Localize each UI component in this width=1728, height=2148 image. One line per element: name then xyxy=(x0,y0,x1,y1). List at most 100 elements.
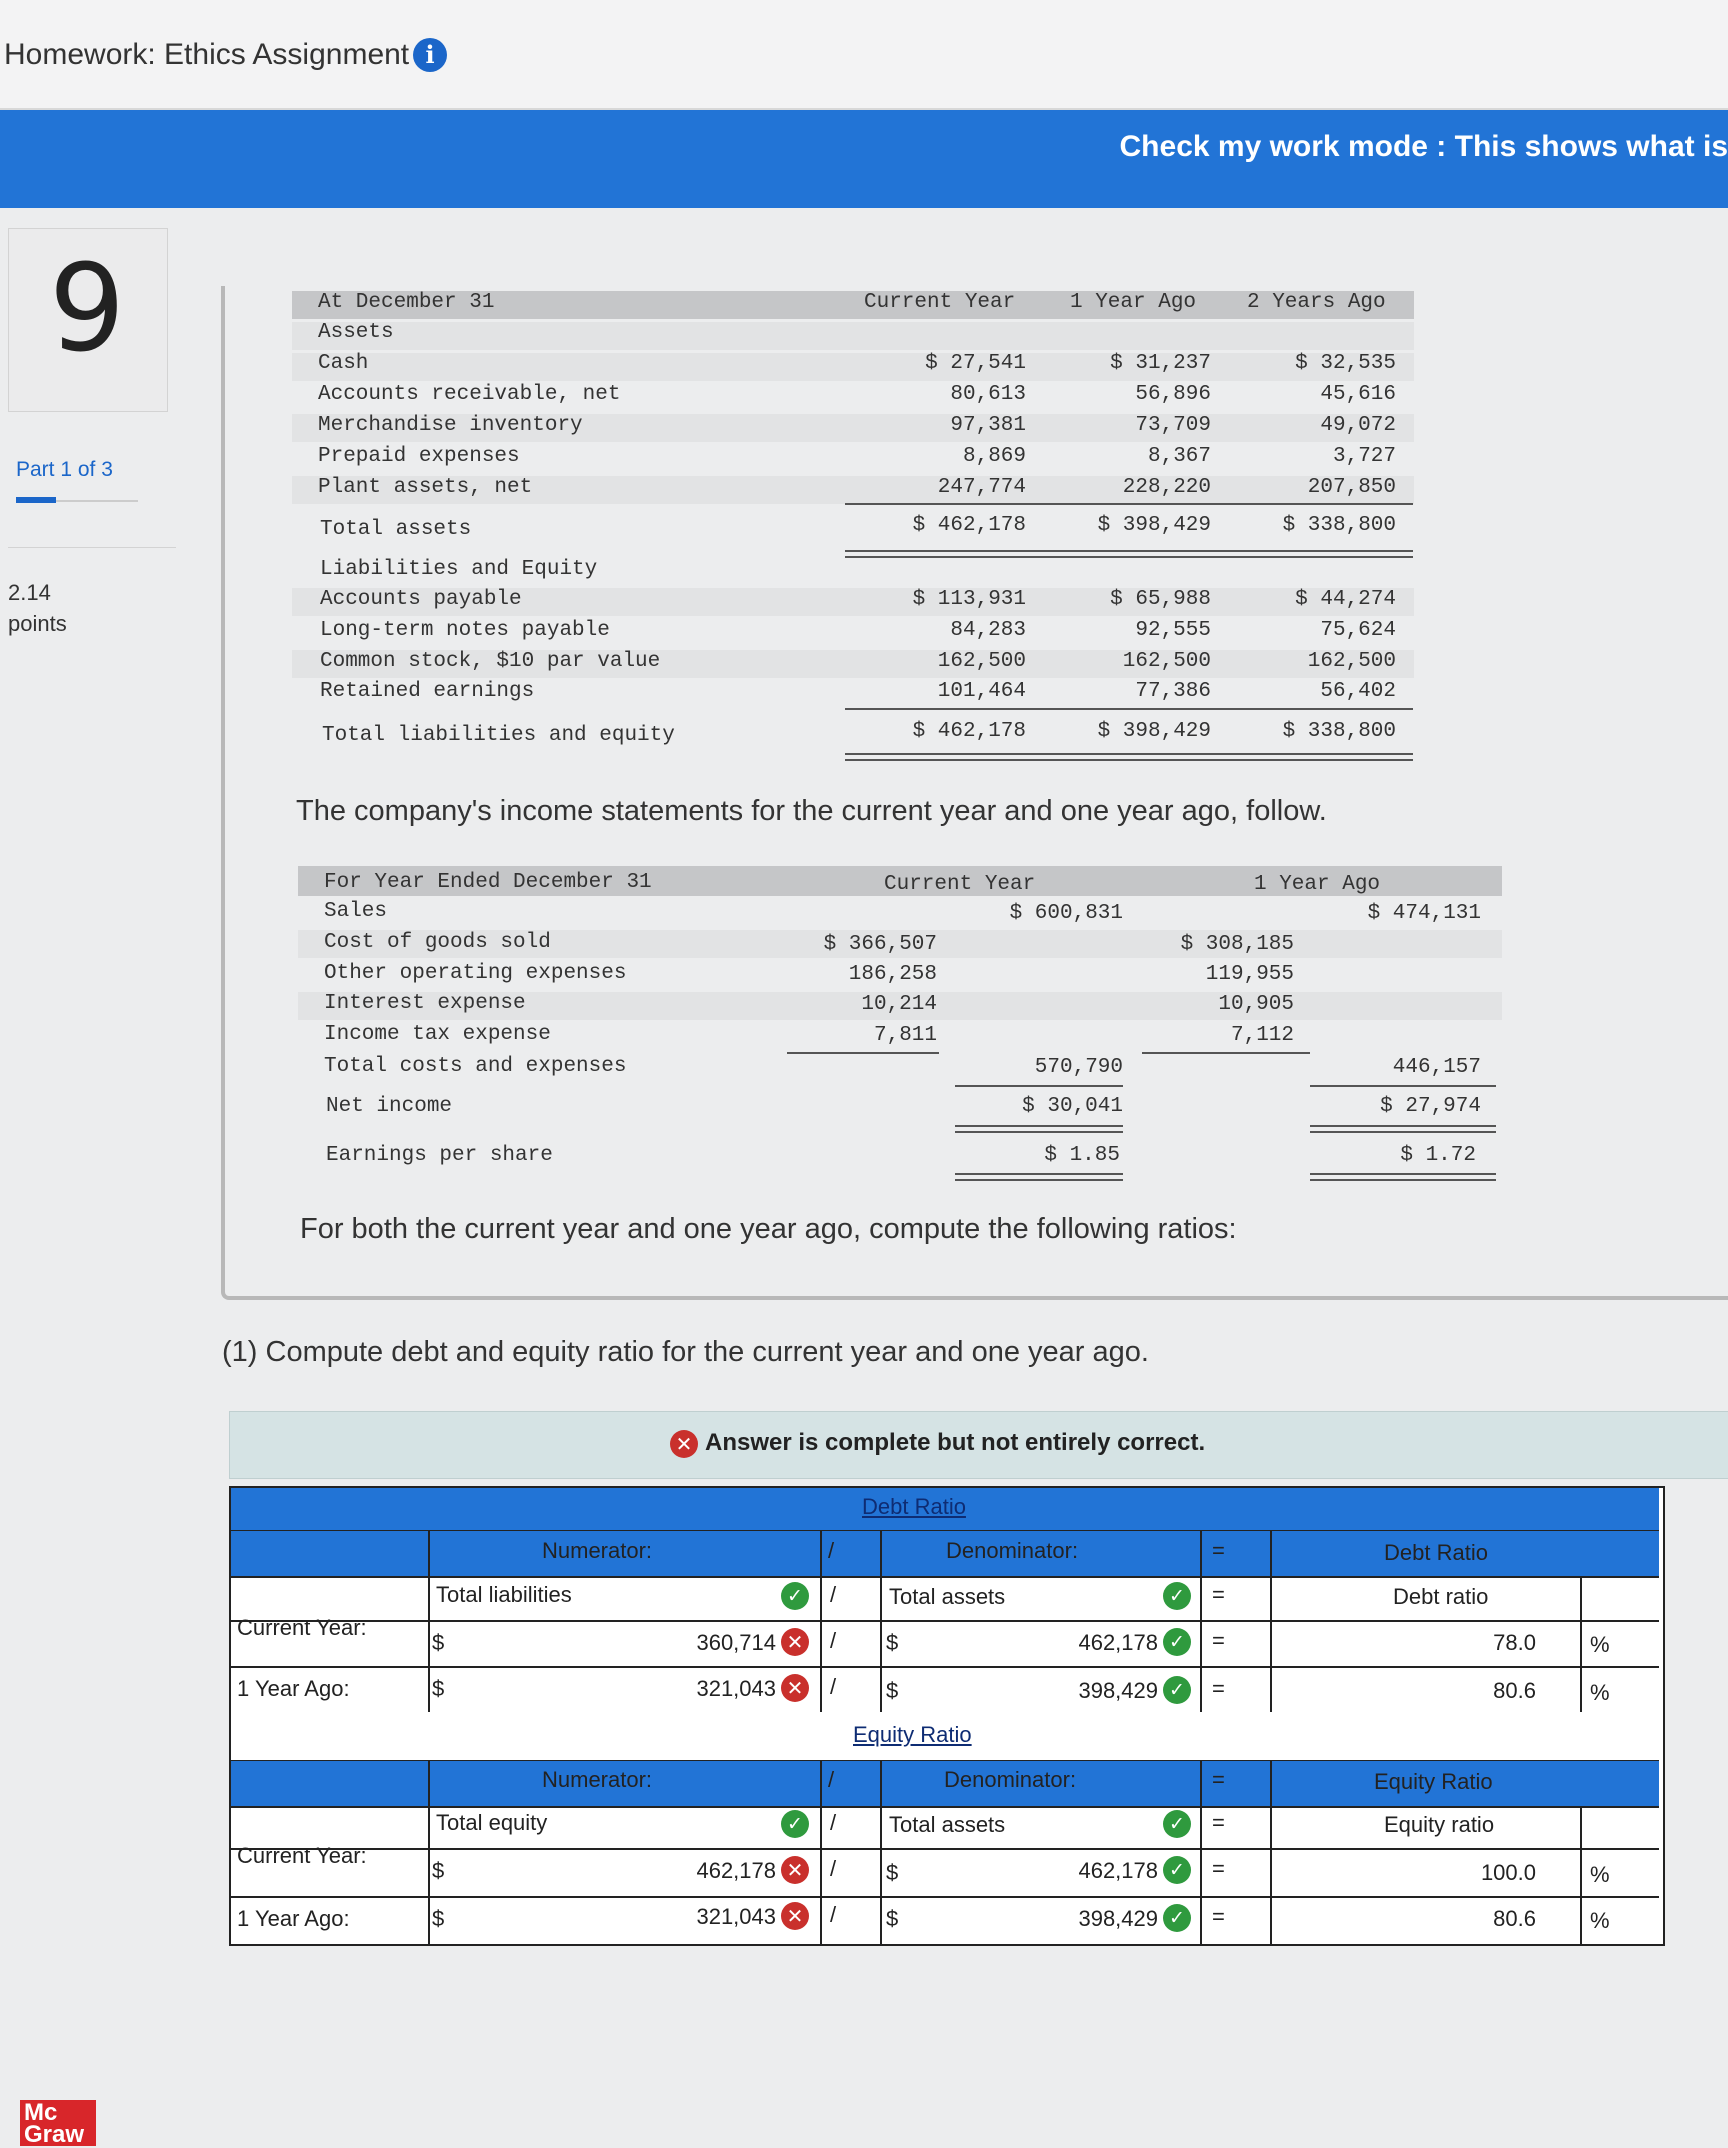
grid-col xyxy=(1580,1806,1582,1944)
debt-numerator-input[interactable]: 360,714 xyxy=(696,1630,776,1655)
expense-cell: 119,955 xyxy=(1205,963,1294,986)
balance-row-label: Merchandise inventory xyxy=(318,414,583,437)
expense-row-label: Interest expense xyxy=(324,992,526,1015)
debt-denominator-input[interactable]: 398,429 xyxy=(1078,1678,1158,1703)
balance-cell: 3,727 xyxy=(1332,445,1396,468)
sales-label: Sales xyxy=(324,900,388,923)
balance-cell: 97,381 xyxy=(950,414,1026,437)
liab-cell: $ 65,988 xyxy=(1110,588,1211,611)
grid-rule xyxy=(231,1896,1659,1898)
double-rule xyxy=(955,1131,1123,1133)
equity-numerator-select[interactable]: Total equity xyxy=(436,1810,548,1835)
liabilities-heading: Liabilities and Equity xyxy=(320,558,598,581)
percent-sign: % xyxy=(1590,1680,1610,1705)
debt-row-label: 1 Year Ago: xyxy=(237,1676,350,1701)
mcgraw-logo: Mc Graw xyxy=(20,2100,96,2147)
subtotal-rule xyxy=(845,708,1413,710)
balance-header-band xyxy=(292,291,1414,319)
grid-col xyxy=(428,1760,430,1944)
total-liab-current: $ 462,178 xyxy=(912,720,1026,743)
debt-numerator-input[interactable]: 321,043 xyxy=(696,1676,776,1701)
balance-row-label: Cash xyxy=(318,352,369,375)
income-intro-text: The company's income statements for the … xyxy=(296,795,1327,827)
equity-ratio-title: Equity Ratio xyxy=(853,1722,972,1747)
expense-cell: $ 308,185 xyxy=(1180,933,1294,956)
eps-1yr: $ 1.72 xyxy=(1400,1144,1476,1167)
dollar-sign: $ xyxy=(886,1906,899,1931)
assets-heading: Assets xyxy=(318,321,394,344)
question-prompt: (1) Compute debt and equity ratio for th… xyxy=(222,1336,1149,1368)
equity-result-name: Equity ratio xyxy=(1384,1812,1495,1837)
correct-icon: ✓ xyxy=(1163,1904,1191,1932)
total-costs-current: 570,790 xyxy=(1034,1056,1123,1079)
balance-cell: 56,896 xyxy=(1135,383,1211,406)
debt-numerator-select[interactable]: Total liabilities xyxy=(436,1582,572,1607)
balance-row-label: Accounts receivable, net xyxy=(318,383,621,406)
incorrect-icon: ✕ xyxy=(781,1674,809,1702)
subtotal-rule xyxy=(1142,1052,1310,1054)
liab-row-label: Accounts payable xyxy=(320,588,522,611)
equity-equals: = xyxy=(1212,1856,1225,1881)
equity-numerator-input[interactable]: 321,043 xyxy=(696,1904,776,1929)
debt-result-input[interactable]: 80.6 xyxy=(1493,1678,1536,1703)
header-bar xyxy=(0,0,1728,110)
info-icon[interactable]: i xyxy=(413,38,447,72)
liab-cell: 56,402 xyxy=(1320,680,1396,703)
sales-current: $ 600,831 xyxy=(1009,902,1123,925)
equity-result-input[interactable]: 80.6 xyxy=(1493,1906,1536,1931)
grid-col xyxy=(1270,1530,1272,1712)
equity-equals: = xyxy=(1212,1767,1225,1792)
liab-cell: 84,283 xyxy=(950,619,1026,642)
liab-cell: $ 113,931 xyxy=(912,588,1026,611)
debt-denominator-select[interactable]: Total assets xyxy=(889,1584,1006,1609)
equity-denominator-select[interactable]: Total assets xyxy=(889,1812,1006,1837)
debt-denominator-input[interactable]: 462,178 xyxy=(1078,1630,1158,1655)
debt-label-row xyxy=(231,1530,1659,1577)
total-assets-current: $ 462,178 xyxy=(912,514,1026,537)
grid-col xyxy=(880,1760,882,1944)
grid-col xyxy=(1200,1760,1202,1944)
equity-numerator-input[interactable]: 462,178 xyxy=(696,1858,776,1883)
subtotal-rule xyxy=(1310,1085,1496,1087)
row-band xyxy=(298,992,1502,1020)
equity-row-label: 1 Year Ago: xyxy=(237,1906,350,1931)
balance-cell: 8,869 xyxy=(962,445,1026,468)
balance-row-label: Prepaid expenses xyxy=(318,445,520,468)
total-liab-2yr: $ 338,800 xyxy=(1282,720,1396,743)
sidebar-divider xyxy=(8,547,176,548)
total-costs-label: Total costs and expenses xyxy=(324,1055,627,1078)
part-progress-fill xyxy=(16,497,56,503)
double-rule xyxy=(845,550,1413,552)
equity-result-input[interactable]: 100.0 xyxy=(1480,1860,1536,1885)
debt-result-input[interactable]: 78.0 xyxy=(1493,1630,1536,1655)
balance-cell: $ 31,237 xyxy=(1110,352,1211,375)
liab-cell: 101,464 xyxy=(937,680,1026,703)
sales-1yr: $ 474,131 xyxy=(1367,902,1481,925)
debt-result-label: Debt Ratio xyxy=(1384,1540,1488,1565)
check-mode-text: Check my work mode : This shows what is xyxy=(1119,130,1728,163)
equity-denominator-input[interactable]: 462,178 xyxy=(1078,1858,1158,1883)
balance-cell: 49,072 xyxy=(1320,414,1396,437)
grid-col xyxy=(1270,1760,1272,1944)
double-rule xyxy=(845,753,1413,755)
total-liab-1yr: $ 398,429 xyxy=(1097,720,1211,743)
question-number: 9 xyxy=(48,240,126,379)
balance-cell: 8,367 xyxy=(1147,445,1211,468)
liab-row-label: Retained earnings xyxy=(320,680,535,703)
incorrect-icon: ✕ xyxy=(670,1430,698,1458)
percent-sign: % xyxy=(1590,1862,1610,1887)
incorrect-icon: ✕ xyxy=(781,1902,809,1930)
correct-icon: ✓ xyxy=(1163,1582,1191,1610)
equity-label-row xyxy=(231,1760,1659,1807)
part-indicator[interactable]: Part 1 of 3 xyxy=(16,458,113,481)
expense-row-label: Cost of goods sold xyxy=(324,931,551,954)
grid-col xyxy=(1200,1530,1202,1712)
grid-rule xyxy=(231,1848,1659,1850)
total-assets-1yr: $ 398,429 xyxy=(1097,514,1211,537)
correct-icon: ✓ xyxy=(1163,1856,1191,1884)
grid-rule xyxy=(231,1620,1659,1622)
answer-status-text: Answer is complete but not entirely corr… xyxy=(705,1429,1206,1456)
equity-denominator-input[interactable]: 398,429 xyxy=(1078,1906,1158,1931)
liab-cell: 162,500 xyxy=(1122,650,1211,673)
total-assets-2yr: $ 338,800 xyxy=(1282,514,1396,537)
